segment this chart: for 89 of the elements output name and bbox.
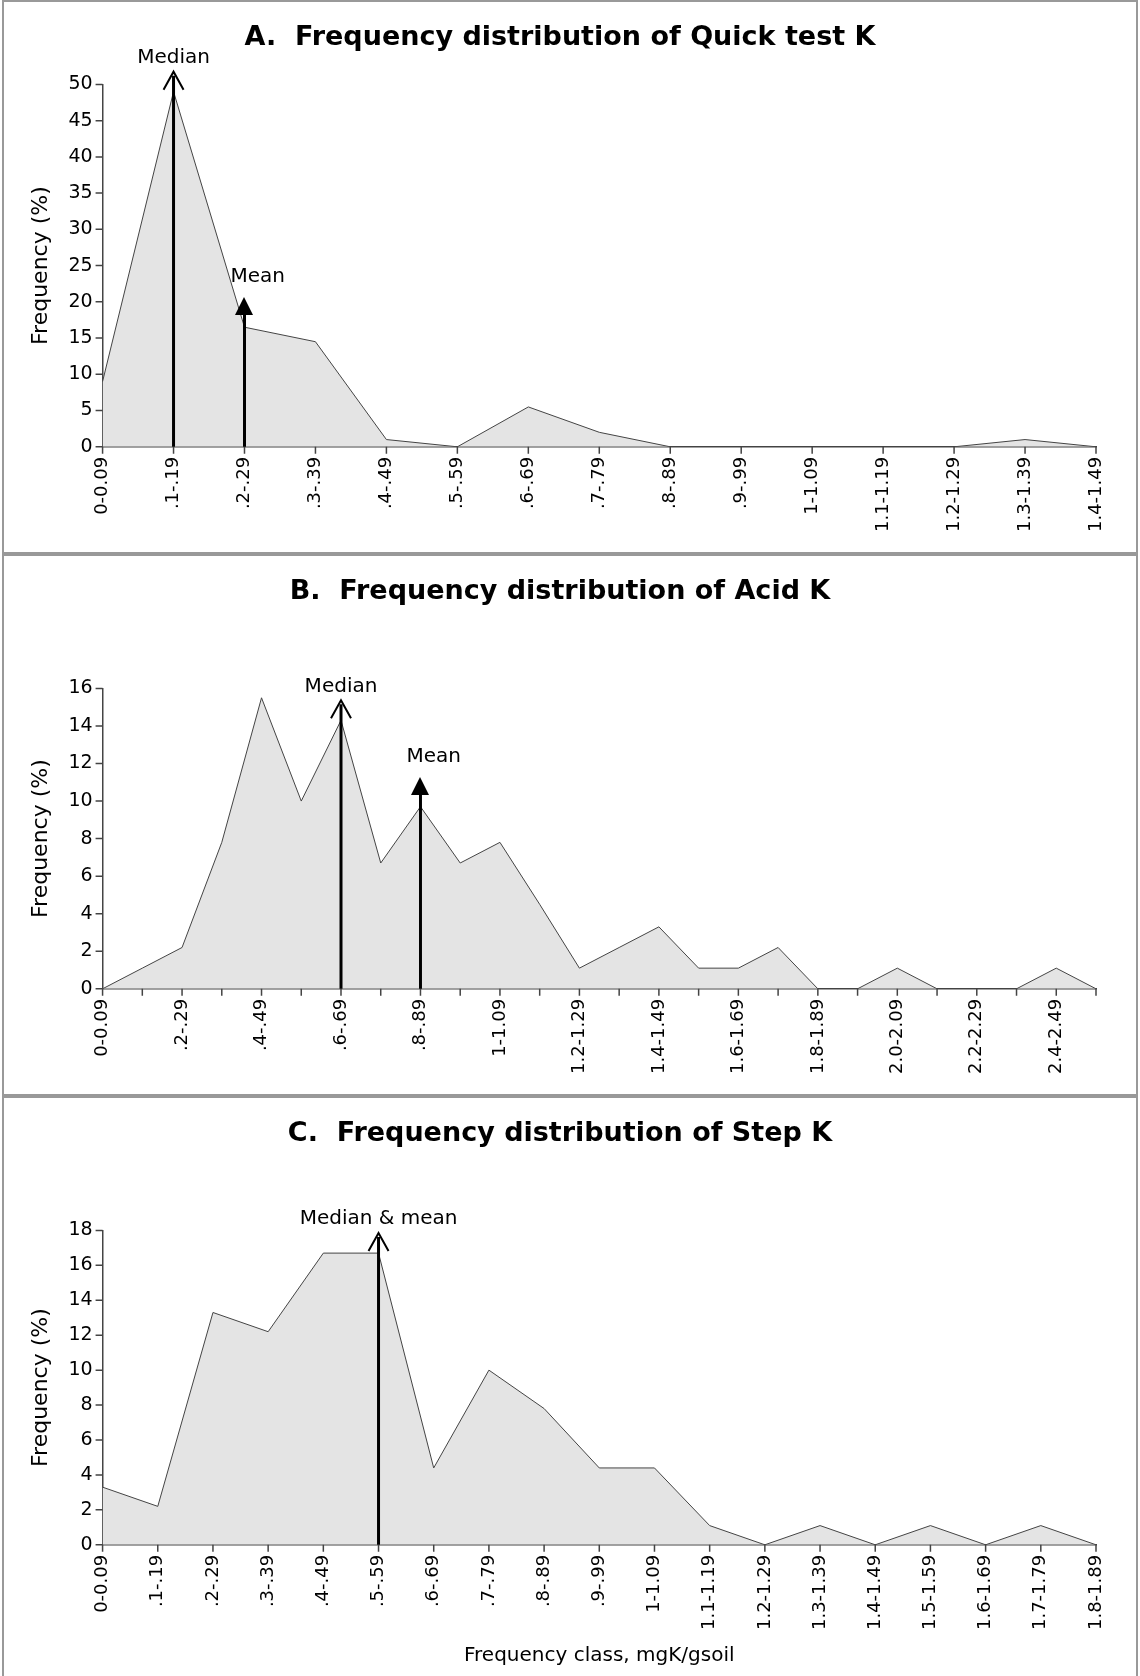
x-tick-label: .8-.89 (408, 998, 430, 1052)
y-tick-label: 2 (80, 938, 93, 961)
y-tick-label: 14 (68, 712, 93, 735)
y-tick-label: 35 (68, 180, 93, 203)
x-tick-label: .2-.29 (200, 1554, 222, 1608)
x-tick-label: .8-.89 (657, 456, 679, 510)
x-tick-label: .2-.29 (232, 456, 254, 510)
y-tick-label: 12 (68, 1322, 93, 1345)
y-tick-label: 15 (68, 325, 93, 348)
x-tick-label: 1.4-1.49 (862, 1554, 884, 1630)
y-axis-title: Frequency (%) (26, 1308, 52, 1467)
y-tick-label: 2 (80, 1496, 93, 1519)
y-tick-label: 5 (80, 397, 93, 420)
y-tick-label: 8 (80, 825, 93, 848)
x-tick-label: 1.8-1.89 (1083, 1554, 1105, 1630)
y-tick-label: 50 (68, 71, 93, 94)
x-tick-label: 1.1-1.19 (697, 1554, 719, 1630)
y-tick-label: 18 (68, 1217, 93, 1240)
y-tick-label: 30 (68, 216, 93, 239)
x-tick-label: 1.1-1.19 (870, 456, 892, 532)
y-axis-title: Frequency (%) (26, 186, 52, 345)
x-tick-label: .9-.99 (586, 1554, 608, 1608)
ref-line-label: Median (304, 672, 378, 697)
x-tick-label: 0-0.09 (90, 1554, 112, 1613)
x-tick-label: 1.7-1.79 (1028, 1554, 1050, 1630)
x-axis-title: Frequency class, mgK/gsoil (464, 1642, 735, 1667)
x-tick-label: .4-.49 (374, 456, 396, 510)
x-tick-label: 1.6-1.69 (726, 998, 748, 1074)
y-tick-label: 10 (68, 1357, 93, 1380)
x-tick-label: 1.8-1.89 (805, 998, 827, 1074)
x-tick-label: .3-.39 (303, 456, 325, 510)
ref-line-label: Median & mean (299, 1205, 458, 1230)
y-tick-label: 10 (68, 787, 93, 810)
x-tick-label: .8-.89 (531, 1554, 553, 1608)
y-tick-label: 0 (80, 1531, 93, 1554)
x-tick-label: .6-.69 (516, 456, 537, 510)
x-tick-label: 1-1.09 (487, 998, 509, 1057)
chart-title: B. Frequency distribution of Acid K (289, 574, 832, 606)
x-tick-label: .6-.69 (421, 1554, 443, 1608)
x-tick-label: .6-.69 (328, 998, 350, 1052)
x-tick-label: 1.3-1.39 (807, 1554, 829, 1630)
x-tick-label: .1-.19 (161, 456, 183, 510)
y-tick-label: 6 (80, 1426, 93, 1449)
x-tick-label: 1.5-1.59 (918, 1554, 940, 1630)
x-tick-label: 2.2-2.29 (964, 998, 986, 1074)
y-tick-label: 20 (68, 288, 93, 311)
x-tick-label: 2.4-2.49 (1043, 998, 1065, 1074)
x-tick-label: 0-0.09 (90, 456, 112, 515)
x-tick-label: 1.2-1.29 (567, 998, 589, 1074)
ref-line-label: Mean (406, 742, 461, 767)
x-tick-label: .1-.19 (145, 1554, 167, 1608)
x-tick-label: .2-.29 (169, 998, 191, 1052)
x-tick-label: 1.6-1.69 (973, 1554, 995, 1630)
y-tick-label: 40 (68, 143, 93, 166)
x-tick-label: 1.4-1.49 (646, 998, 668, 1074)
y-tick-label: 16 (68, 675, 93, 698)
ref-line-label: Median (137, 43, 210, 68)
x-tick-label: 1-1.09 (799, 456, 821, 515)
x-tick-label: 1-1.09 (642, 1554, 664, 1613)
x-tick-label: .5-.59 (366, 1554, 388, 1608)
x-tick-label: .4-.49 (311, 1554, 333, 1608)
y-tick-label: 14 (68, 1287, 93, 1310)
x-tick-label: 2.0-2.09 (884, 998, 906, 1074)
y-tick-label: 25 (68, 252, 93, 275)
x-tick-label: .5-.59 (445, 456, 467, 510)
y-tick-label: 45 (68, 107, 93, 130)
y-tick-label: 4 (80, 1461, 93, 1484)
y-tick-label: 0 (80, 433, 93, 456)
y-tick-label: 0 (80, 975, 93, 998)
y-tick-label: 12 (68, 750, 93, 773)
x-tick-label: .7-.79 (476, 1554, 498, 1608)
y-axis-title: Frequency (%) (26, 759, 52, 918)
chart-title: C. Frequency distribution of Step K (287, 1116, 834, 1148)
x-tick-label: 1.2-1.29 (752, 1554, 774, 1630)
x-tick-label: 0-0.09 (90, 998, 112, 1057)
ref-line-label: Mean (230, 263, 285, 288)
x-tick-label: .7-.79 (586, 456, 608, 510)
y-tick-label: 6 (80, 863, 93, 886)
x-tick-label: 1.2-1.29 (941, 456, 963, 532)
y-tick-label: 16 (68, 1252, 93, 1275)
x-tick-label: 1.4-1.49 (1083, 456, 1105, 532)
chart-title: A. Frequency distribution of Quick test K (244, 20, 877, 52)
x-tick-label: .4-.49 (249, 998, 271, 1052)
y-tick-label: 10 (68, 361, 93, 384)
y-tick-label: 8 (80, 1392, 93, 1414)
y-tick-label: 4 (80, 900, 93, 923)
x-tick-label: .3-.39 (255, 1554, 277, 1608)
x-tick-label: .9-.99 (728, 456, 750, 510)
x-tick-label: 1.3-1.39 (1012, 456, 1034, 532)
